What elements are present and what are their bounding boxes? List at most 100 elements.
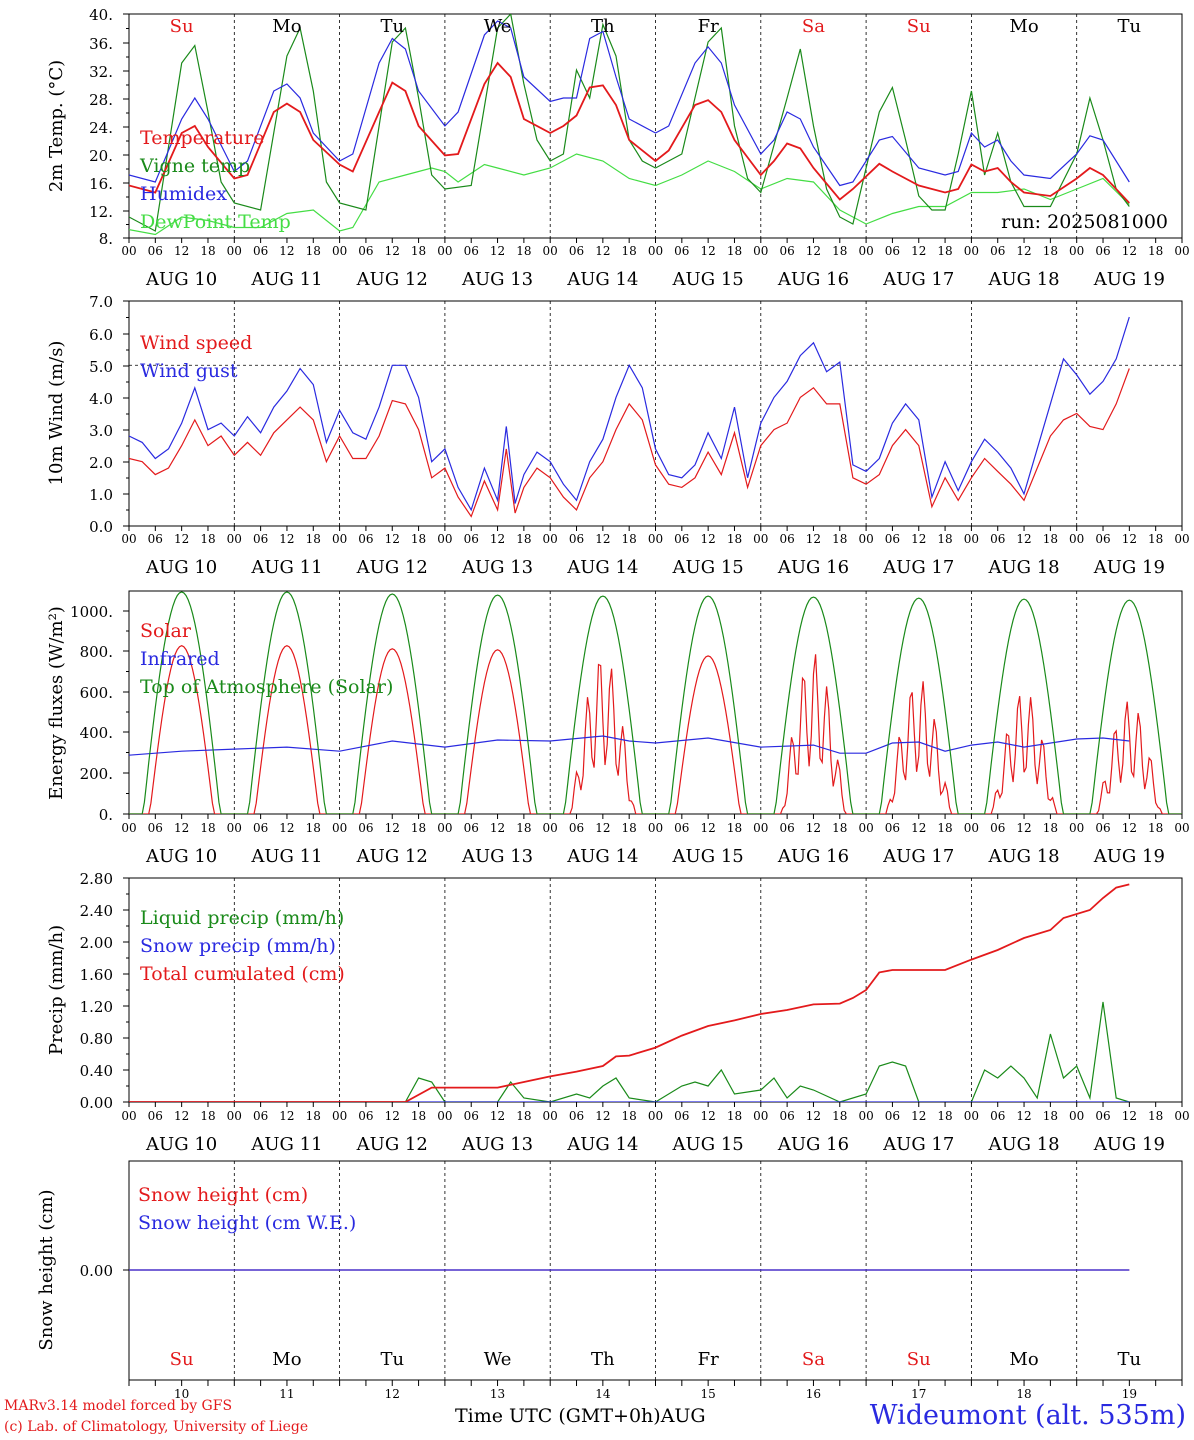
day-number: 14 bbox=[595, 1387, 611, 1401]
day-label: AUG 18 bbox=[987, 557, 1059, 578]
y-tick-label: 400. bbox=[80, 724, 113, 742]
y-axis-label: Energy fluxes (W/m²) bbox=[46, 606, 67, 800]
hour-tick-label: 12 bbox=[1016, 244, 1031, 258]
series-line bbox=[129, 883, 1130, 1102]
y-tick-label: 600. bbox=[80, 684, 113, 702]
weekday-label: Su bbox=[170, 16, 194, 37]
y-tick-label: 7.0 bbox=[89, 293, 113, 311]
hour-tick-label: 06 bbox=[569, 244, 584, 258]
hour-tick-label: 00 bbox=[332, 532, 347, 546]
hour-tick-label: 00 bbox=[1069, 532, 1084, 546]
hour-tick-label: 18 bbox=[622, 1109, 637, 1123]
hour-tick-label: 12 bbox=[279, 532, 294, 546]
day-label: AUG 17 bbox=[882, 269, 954, 290]
weekday-label: Tu bbox=[1118, 16, 1142, 37]
weekday-label: We bbox=[484, 16, 512, 37]
weekday-label: Su bbox=[170, 1349, 194, 1370]
hour-tick-label: 12 bbox=[385, 532, 400, 546]
hour-tick-label: 18 bbox=[727, 1109, 742, 1123]
hour-tick-label: 18 bbox=[306, 244, 321, 258]
hour-tick-label: 00 bbox=[648, 1109, 663, 1123]
hour-tick-label: 00 bbox=[753, 532, 768, 546]
y-tick-label: 0.40 bbox=[80, 1062, 113, 1080]
hour-tick-label: 18 bbox=[306, 1109, 321, 1123]
y-tick-label: 2.0 bbox=[89, 454, 113, 472]
hour-tick-label: 12 bbox=[806, 532, 821, 546]
day-label: AUG 12 bbox=[356, 846, 428, 867]
hour-tick-label: 12 bbox=[806, 821, 821, 835]
weekday-label: Mo bbox=[1009, 1349, 1038, 1370]
hour-tick-label: 06 bbox=[990, 244, 1005, 258]
weekday-label: Th bbox=[591, 1349, 615, 1370]
y-tick-label: 6.0 bbox=[89, 326, 113, 344]
y-tick-label: 2.00 bbox=[80, 934, 113, 952]
hour-tick-label: 18 bbox=[411, 532, 426, 546]
hour-tick-label: 00 bbox=[437, 532, 452, 546]
hour-tick-label: 12 bbox=[1122, 244, 1137, 258]
hour-tick-label: 18 bbox=[832, 532, 847, 546]
panel-5: 0.00 Snow height (cm) Snow height (cm) Snow… bbox=[36, 1160, 1183, 1381]
hour-tick-label: 06 bbox=[779, 821, 794, 835]
y-tick-label: 5.0 bbox=[89, 358, 113, 376]
panel-1: 8. 12. 16. 20. 24. 28. 32. 36. 40. 2m Temp. (°C) 0… bbox=[46, 6, 1190, 290]
day-label: AUG 11 bbox=[250, 269, 322, 290]
weekday-label: We bbox=[484, 1349, 512, 1370]
hour-tick-label: 06 bbox=[358, 244, 373, 258]
day-label: AUG 13 bbox=[461, 1134, 533, 1155]
hour-tick-label: 00 bbox=[227, 532, 242, 546]
hour-tick-label: 06 bbox=[148, 821, 163, 835]
y-axis-label: Snow height (cm) bbox=[36, 1189, 57, 1350]
hour-tick-label: 12 bbox=[279, 1109, 294, 1123]
day-number: 13 bbox=[490, 1387, 505, 1401]
series-line bbox=[129, 20, 1130, 187]
hour-tick-label: 12 bbox=[806, 244, 821, 258]
hour-tick-label: 00 bbox=[543, 821, 558, 835]
hour-tick-label: 18 bbox=[516, 244, 531, 258]
hour-tick-label: 18 bbox=[622, 532, 637, 546]
hour-tick-label: 06 bbox=[1095, 244, 1110, 258]
hour-tick-label: 18 bbox=[1148, 244, 1163, 258]
hour-tick-label: 12 bbox=[1122, 821, 1137, 835]
series-line bbox=[129, 645, 1182, 814]
weekday-label: Tu bbox=[380, 1349, 404, 1370]
hour-tick-label: 12 bbox=[1016, 1109, 1031, 1123]
series-line bbox=[129, 153, 1130, 236]
day-label: AUG 13 bbox=[461, 846, 533, 867]
hour-tick-label: 12 bbox=[174, 244, 189, 258]
y-tick-label: 28. bbox=[89, 91, 113, 109]
hour-tick-label: 12 bbox=[174, 1109, 189, 1123]
day-number: 18 bbox=[1016, 1387, 1031, 1401]
hour-tick-label: 12 bbox=[595, 821, 610, 835]
hour-tick-label: 06 bbox=[569, 1109, 584, 1123]
y-tick-label: 1.0 bbox=[89, 486, 113, 504]
hour-tick-label: 12 bbox=[385, 821, 400, 835]
hour-tick-label: 06 bbox=[148, 532, 163, 546]
day-label: AUG 17 bbox=[882, 1134, 954, 1155]
hour-tick-label: 06 bbox=[990, 1109, 1005, 1123]
hour-tick-label: 12 bbox=[701, 532, 716, 546]
hour-tick-label: 18 bbox=[937, 821, 952, 835]
hour-tick-label: 00 bbox=[437, 821, 452, 835]
hour-tick-label: 06 bbox=[674, 821, 689, 835]
hour-tick-label: 12 bbox=[1122, 1109, 1137, 1123]
hour-tick-label: 00 bbox=[543, 1109, 558, 1123]
weekday-label: Mo bbox=[272, 1349, 301, 1370]
hour-tick-label: 12 bbox=[490, 532, 505, 546]
y-tick-label: 16. bbox=[89, 175, 113, 193]
x-axis-title-text: Time UTC (GMT+0h) bbox=[455, 1405, 661, 1427]
hour-tick-label: 00 bbox=[858, 1109, 873, 1123]
hour-tick-label: 06 bbox=[885, 244, 900, 258]
day-label: AUG 16 bbox=[777, 1134, 849, 1155]
hour-tick-label: 12 bbox=[279, 244, 294, 258]
series-group bbox=[129, 14, 1130, 236]
hour-tick-label: 00 bbox=[1069, 244, 1084, 258]
hour-tick-label: 06 bbox=[148, 1109, 163, 1123]
y-tick-label: 1000. bbox=[70, 603, 113, 621]
y-axis-label: 10m Wind (m/s) bbox=[46, 341, 67, 486]
hour-tick-label: 18 bbox=[516, 1109, 531, 1123]
day-number: 16 bbox=[806, 1387, 821, 1401]
y-tick-label: 4.0 bbox=[89, 390, 113, 408]
hour-tick-label: 06 bbox=[779, 244, 794, 258]
hour-tick-label: 18 bbox=[727, 244, 742, 258]
hour-tick-label: 12 bbox=[911, 244, 926, 258]
